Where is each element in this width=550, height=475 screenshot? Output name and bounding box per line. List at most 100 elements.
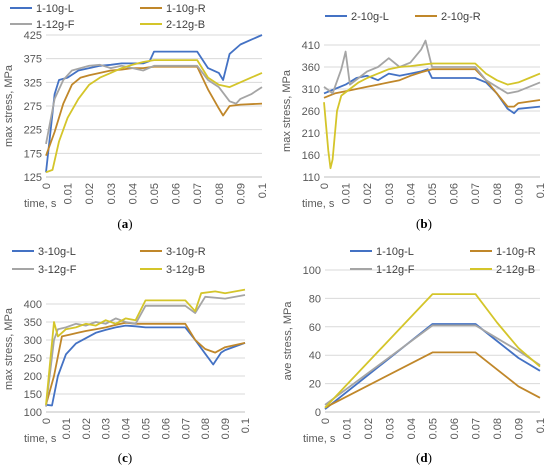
x-tick-label: 0.07: [192, 183, 204, 204]
x-tick-label: 0.01: [63, 183, 75, 204]
y-tick-label: 410: [302, 40, 320, 52]
y-tick-label: 250: [24, 353, 42, 365]
x-tick-label: 0.07: [470, 183, 482, 204]
series-line-2-12g-F: [323, 39, 541, 95]
legend-label: 1-10g-R: [166, 3, 206, 15]
x-tick-label: 0: [41, 183, 53, 189]
y-tick-label: 225: [24, 125, 42, 137]
y-tick-label: 310: [302, 84, 320, 96]
x-tick-label: 0.09: [513, 183, 525, 204]
y-tick-label: 400: [24, 299, 42, 311]
legend-label: 3-12g-F: [38, 264, 77, 276]
x-tick-label: 0.09: [220, 418, 232, 439]
y-tick-label: 350: [24, 317, 42, 329]
x-tick-label: 0.04: [127, 183, 139, 204]
series-line-1-10g-R: [324, 351, 541, 409]
panel-label-close: ): [428, 216, 432, 231]
panel-label-letter: c: [122, 450, 128, 465]
y-tick-label: 200: [24, 371, 42, 383]
y-tick-label: 160: [302, 150, 320, 162]
panel-label-letter: a: [122, 216, 129, 231]
y-axis-label: max stress, MPa: [281, 69, 293, 152]
y-tick-label: 260: [302, 106, 320, 118]
panel-label-letter: d: [420, 450, 428, 465]
y-tick-label: 20: [309, 379, 321, 391]
series-line-2-10g-R: [323, 68, 541, 108]
x-tick-label: 0.06: [160, 418, 172, 439]
legend-label: 3-10g-R: [166, 246, 206, 258]
x-axis-label: time, s: [303, 433, 336, 445]
y-tick-label: 325: [24, 77, 42, 89]
chart-panel-b: 110 160 210 260 310 360 410 0 0.01 0.02 0.03 0.04 0.…: [281, 11, 547, 231]
series-line-3-12g-F: [45, 294, 246, 407]
x-tick-label: 0.03: [101, 418, 113, 439]
y-axis-label: max stress, MPa: [3, 64, 15, 147]
x-tick-label: 0.02: [84, 183, 96, 204]
x-tick-label: 0.02: [362, 183, 374, 204]
x-axis-label: time, s: [24, 433, 57, 445]
y-tick-label: 100: [303, 265, 321, 277]
x-tick-label: 0: [319, 183, 331, 189]
y-tick-label: 150: [24, 389, 42, 401]
legend-label: 2-10g-R: [441, 11, 481, 23]
y-tick-label: 110: [302, 172, 320, 184]
y-axis-label: ave stress, MPa: [282, 301, 294, 381]
panel-label-close: ): [128, 450, 132, 465]
x-tick-label: 0.09: [514, 418, 526, 439]
y-tick-label: 300: [24, 335, 42, 347]
y-tick-label: 360: [302, 62, 320, 74]
x-tick-label: 0.02: [363, 418, 375, 439]
panel-label-open: (: [117, 216, 121, 231]
y-tick-label: 175: [24, 148, 42, 160]
series-line-2-12g-B: [45, 59, 263, 174]
x-tick-label: 0.1: [257, 183, 269, 198]
panel-label: (a): [117, 216, 132, 231]
legend-label: 1-10g-L: [36, 3, 74, 15]
x-tick-label: 0.03: [385, 418, 397, 439]
x-tick-label: 0.01: [61, 418, 73, 439]
y-tick-label: 375: [24, 54, 42, 66]
series-line-2-12g-B: [324, 293, 541, 409]
panel-label-open: (: [118, 450, 122, 465]
panel-label: (d): [416, 450, 432, 465]
x-tick-label: 0.03: [106, 183, 118, 204]
legend-label: 2-10g-L: [351, 11, 389, 23]
x-tick-label: 0.05: [427, 183, 439, 204]
legend-label: 1-12g-F: [376, 264, 415, 276]
y-tick-label: 100: [24, 407, 42, 419]
series-line-3-10g-L: [45, 324, 246, 407]
legend-label: 2-12g-B: [166, 19, 205, 31]
series-line-1-12g-F: [45, 63, 263, 145]
chart-panel-a: 125 175 225 275 325 375 425 0 0.01 0.02 0.03 0.04 0.…: [3, 3, 269, 231]
x-tick-label: 0.08: [492, 183, 504, 204]
x-tick-label: 0.05: [149, 183, 161, 204]
x-tick-label: 0.06: [449, 183, 461, 204]
x-tick-label: 0.04: [121, 418, 133, 439]
chart-panel-c: 100 150 200 250 300 350 400 0 0.01 0.02 0.03 0.04 0.…: [3, 246, 252, 465]
y-tick-label: 40: [309, 350, 321, 362]
series-line-1-12g-F: [324, 324, 541, 406]
legend-label: 1-10g-R: [496, 246, 536, 258]
y-tick-label: 425: [24, 30, 42, 42]
x-tick-label: 0.01: [342, 418, 354, 439]
y-tick-label: 80: [309, 293, 321, 305]
y-axis-label: max stress, MPa: [3, 307, 15, 390]
x-axis-label: time, s: [302, 198, 335, 210]
x-tick-label: 0.04: [406, 418, 418, 439]
x-tick-label: 0: [41, 418, 53, 424]
series-line-1-10g-L: [45, 34, 263, 173]
chart-panel-d: 0 20 40 60 80 100 0 0.01 0.02 0.03 0.04 0.05 0.06 0.0…: [282, 246, 547, 465]
series-line-3-10g-R: [45, 321, 246, 406]
y-tick-label: 0: [315, 407, 321, 419]
x-tick-label: 0.06: [449, 418, 461, 439]
panel-label-close: ): [428, 450, 432, 465]
x-tick-label: 0.09: [235, 183, 247, 204]
x-tick-label: 0.1: [240, 418, 252, 433]
x-tick-label: 0: [320, 418, 332, 424]
series-line-2-12g-B: [323, 62, 541, 170]
x-axis-label: time, s: [24, 198, 57, 210]
series-line-3-12g-B: [45, 288, 246, 405]
x-tick-label: 0.05: [141, 418, 153, 439]
x-tick-label: 0.08: [492, 418, 504, 439]
y-tick-label: 275: [24, 101, 42, 113]
